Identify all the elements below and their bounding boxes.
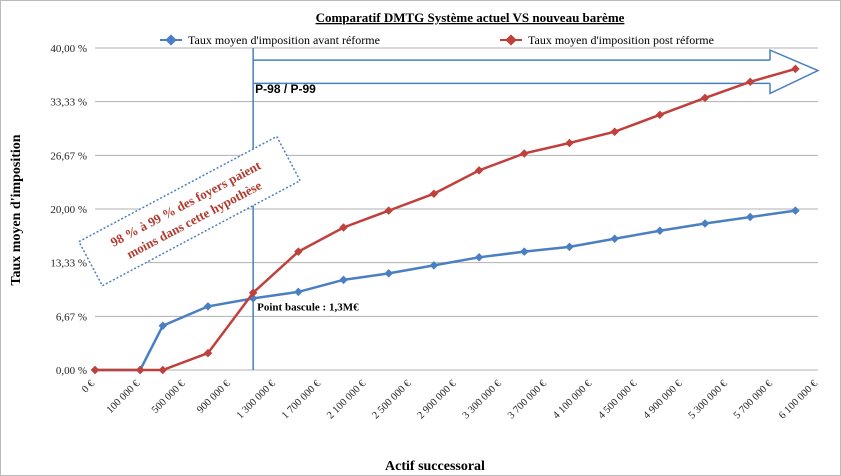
legend-item-avant: Taux moyen d'imposition avant réforme	[160, 33, 380, 47]
data-point-avant	[203, 302, 213, 311]
data-point-post	[158, 365, 168, 375]
data-point-post	[474, 166, 484, 175]
y-tick-label: 26,67 %	[50, 150, 87, 162]
y-tick-label: 0,00 %	[56, 365, 87, 377]
x-axis-title: Actif successoral	[385, 459, 485, 474]
legend-marker-avant	[165, 34, 177, 46]
range-arrow	[253, 48, 820, 95]
data-point-post	[135, 365, 145, 375]
y-tick-label: 20,00 %	[50, 204, 87, 216]
data-point-post	[384, 206, 393, 215]
range-label: P-98 / P-99	[255, 82, 316, 96]
legend-marker-post	[505, 34, 517, 46]
legend: Taux moyen d'imposition avant réforme Ta…	[160, 33, 714, 47]
data-point-post	[203, 348, 213, 358]
chart-title: Comparatif DMTG Système actuel VS nouvea…	[316, 10, 625, 25]
arrow-head	[769, 48, 820, 95]
legend-label-avant: Taux moyen d'imposition avant réforme	[188, 33, 380, 47]
data-point-post	[294, 247, 303, 256]
data-point-avant	[158, 321, 168, 330]
y-axis-ticks: 0,00 % 6,67 % 13,33 % 20,00 % 26,67 % 33,33 %…	[50, 43, 87, 377]
legend-item-post: Taux moyen d'imposition post réforme	[500, 33, 714, 47]
pivot-label: Point bascule : 1,3M€	[257, 301, 359, 313]
data-point-post	[339, 223, 348, 232]
data-point-post	[90, 365, 100, 375]
data-point-post	[429, 189, 439, 198]
data-point-post	[248, 288, 258, 297]
y-axis-title: Taux moyen d'imposition	[9, 134, 24, 285]
y-tick-label: 40,00 %	[50, 43, 87, 55]
data-point-avant	[429, 261, 439, 270]
y-tick-label: 33,33 %	[50, 97, 87, 109]
y-tick-label: 6,67 %	[56, 311, 87, 323]
y-tick-label: 13,33 %	[50, 258, 87, 270]
legend-label-post: Taux moyen d'imposition post réforme	[528, 33, 714, 47]
data-point-avant	[339, 275, 348, 285]
data-point-avant	[294, 287, 303, 297]
data-point-avant	[384, 269, 393, 278]
callout-frame	[77, 135, 302, 287]
